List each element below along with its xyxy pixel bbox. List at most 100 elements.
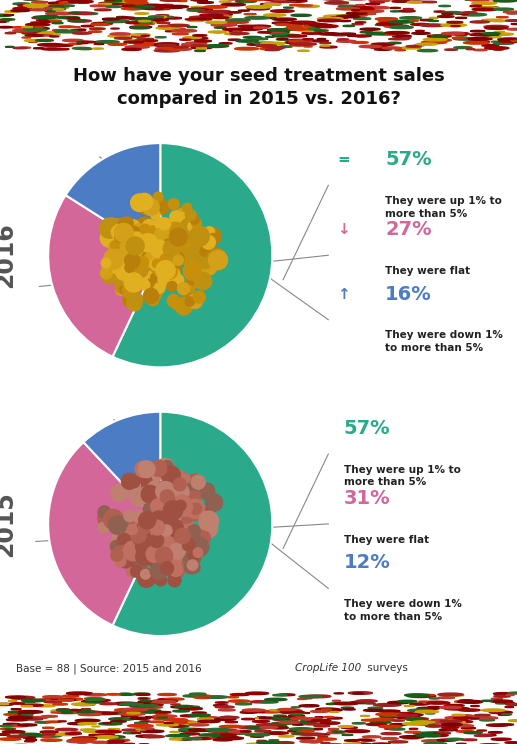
Circle shape (504, 702, 514, 704)
Circle shape (405, 731, 421, 733)
Circle shape (422, 701, 448, 704)
Circle shape (347, 35, 359, 36)
Circle shape (225, 19, 250, 22)
Circle shape (406, 719, 423, 720)
Circle shape (219, 42, 232, 44)
Circle shape (428, 743, 443, 744)
Circle shape (186, 730, 203, 731)
Circle shape (0, 725, 13, 727)
Circle shape (360, 28, 380, 31)
Circle shape (370, 46, 389, 48)
Circle shape (241, 29, 254, 31)
Circle shape (351, 743, 371, 744)
Circle shape (270, 710, 279, 711)
Circle shape (25, 34, 43, 36)
Circle shape (345, 730, 370, 733)
Circle shape (257, 740, 266, 741)
Circle shape (8, 701, 17, 702)
Circle shape (359, 45, 382, 48)
Circle shape (45, 12, 71, 15)
Circle shape (131, 703, 148, 705)
Circle shape (150, 20, 164, 22)
Circle shape (484, 25, 509, 28)
Circle shape (136, 694, 150, 696)
Circle shape (475, 714, 490, 716)
Circle shape (55, 728, 78, 731)
Circle shape (206, 22, 227, 24)
Circle shape (283, 7, 293, 8)
Circle shape (496, 16, 508, 18)
Circle shape (339, 33, 356, 35)
Circle shape (73, 1, 93, 2)
Circle shape (141, 35, 149, 36)
Circle shape (489, 711, 512, 713)
Circle shape (465, 702, 481, 703)
Circle shape (326, 703, 337, 705)
Circle shape (272, 22, 293, 24)
Circle shape (290, 716, 306, 718)
Circle shape (425, 734, 448, 737)
Circle shape (246, 727, 267, 729)
Circle shape (392, 1, 409, 2)
Circle shape (506, 703, 517, 705)
Circle shape (474, 734, 491, 737)
Circle shape (123, 719, 134, 720)
Circle shape (237, 28, 262, 31)
Circle shape (36, 705, 55, 707)
Circle shape (256, 741, 280, 744)
Circle shape (0, 21, 9, 22)
Circle shape (410, 703, 429, 705)
Circle shape (13, 716, 27, 717)
Circle shape (455, 17, 467, 19)
Circle shape (310, 40, 328, 42)
Circle shape (462, 13, 486, 16)
Circle shape (63, 39, 83, 42)
Circle shape (245, 734, 270, 736)
Circle shape (42, 727, 54, 728)
Circle shape (334, 702, 358, 705)
Circle shape (45, 721, 60, 722)
Circle shape (173, 711, 189, 712)
Circle shape (464, 731, 482, 734)
Circle shape (315, 25, 337, 28)
Circle shape (300, 698, 312, 699)
Circle shape (69, 12, 80, 13)
Circle shape (267, 29, 283, 31)
Circle shape (494, 696, 510, 697)
Circle shape (59, 26, 75, 28)
Circle shape (276, 31, 290, 33)
Circle shape (252, 720, 270, 722)
Circle shape (325, 716, 334, 717)
Circle shape (188, 10, 207, 12)
Circle shape (389, 728, 405, 730)
Circle shape (491, 41, 500, 42)
Circle shape (356, 700, 377, 702)
Circle shape (181, 43, 196, 45)
Circle shape (187, 8, 212, 11)
Circle shape (470, 718, 479, 719)
Circle shape (45, 15, 57, 16)
Circle shape (238, 726, 264, 729)
Circle shape (143, 40, 158, 42)
Circle shape (468, 38, 492, 40)
Circle shape (231, 732, 249, 734)
Circle shape (14, 30, 40, 33)
Circle shape (282, 711, 305, 713)
Circle shape (511, 40, 517, 42)
Circle shape (223, 28, 246, 31)
Circle shape (78, 29, 86, 30)
Circle shape (42, 733, 55, 734)
Circle shape (311, 711, 329, 713)
Circle shape (303, 723, 321, 725)
Circle shape (498, 39, 517, 42)
Circle shape (45, 10, 55, 12)
Circle shape (203, 19, 212, 20)
Circle shape (220, 734, 237, 736)
Circle shape (10, 696, 35, 699)
Circle shape (437, 16, 454, 17)
Circle shape (127, 1, 148, 4)
Circle shape (18, 724, 37, 726)
Circle shape (130, 26, 151, 28)
Circle shape (482, 45, 499, 46)
Circle shape (230, 33, 249, 34)
